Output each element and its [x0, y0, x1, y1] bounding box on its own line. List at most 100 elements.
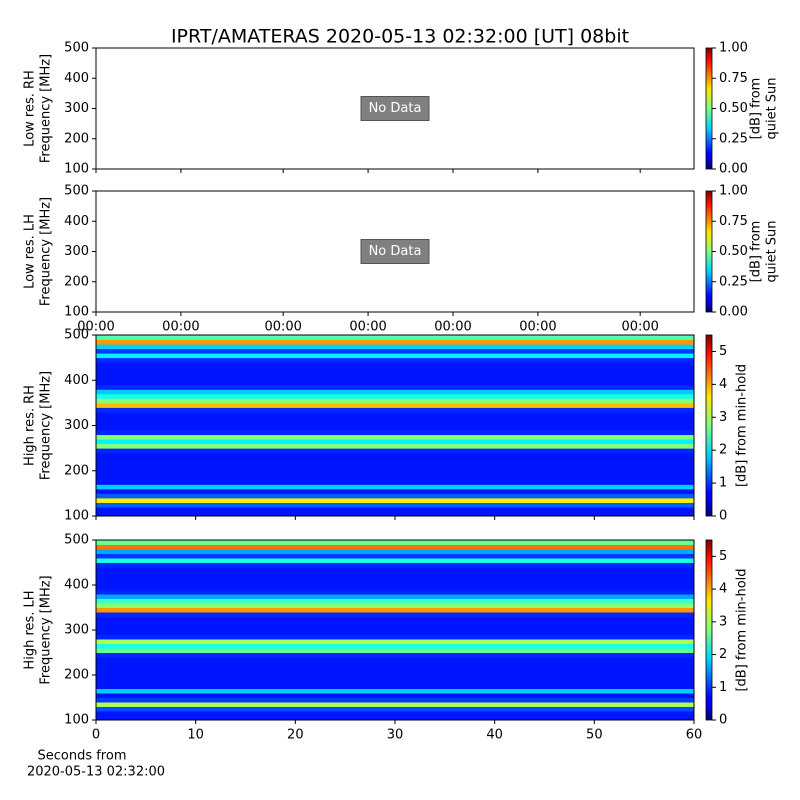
heatmap-row: [96, 675, 694, 680]
heatmap-row: [96, 430, 694, 436]
heatmap-row: [96, 666, 694, 671]
chart-title: IPRT/AMATERAS 2020-05-13 02:32:00 [UT] 0…: [171, 26, 629, 48]
heatmap-row: [96, 348, 694, 354]
y-tick-label: 300: [64, 418, 89, 433]
colorbar-tick-label: 5: [719, 344, 727, 359]
y-axis-label: High res. RH: [23, 385, 38, 466]
colorbar-tick-label: 1.00: [719, 41, 748, 56]
colorbar-tick-label: 1.00: [719, 184, 748, 199]
heatmap-row: [96, 594, 694, 599]
heatmap-row: [96, 558, 694, 563]
y-tick-label: 400: [64, 578, 89, 593]
heatmap-row: [96, 439, 694, 445]
heatmap-row: [96, 706, 694, 712]
colorbar-tick-label: 0.00: [719, 305, 748, 320]
heatmap-row: [96, 493, 694, 499]
x-tick-label: 00:00: [162, 320, 199, 335]
heatmap-row: [96, 549, 694, 554]
colorbar-tick-label: 3: [719, 410, 727, 425]
y-axis-label: Low res. RH: [23, 70, 38, 147]
heatmap-row: [96, 357, 694, 363]
annotation: No Data: [369, 244, 422, 259]
x-tick-label: 40: [486, 728, 503, 743]
y-tick-label: 200: [64, 668, 89, 683]
heatmap-row: [96, 384, 694, 390]
colorbar-tick-label: 0: [719, 713, 727, 728]
colorbar-tick-label: 0: [719, 509, 727, 524]
heatmap-row: [96, 420, 694, 426]
y-axis-label: Low res. LH: [23, 214, 38, 289]
heatmap-row: [96, 380, 694, 386]
colorbar-label: [dB] from min-hold: [735, 568, 750, 691]
heatmap-row: [96, 371, 694, 377]
annotation-box: [360, 239, 430, 264]
heatmap-row: [96, 466, 694, 472]
y-tick-label: 300: [64, 623, 89, 638]
heatmap-row: [96, 634, 694, 640]
y-axis-label: High res. LH: [23, 590, 38, 669]
colorbar-tick-label: 0.75: [719, 214, 748, 229]
heatmap-row: [96, 598, 694, 604]
y-tick-label: 400: [64, 71, 89, 86]
heatmap-row: [96, 652, 694, 658]
colorbar-tick-label: 2: [719, 647, 727, 662]
heatmap-row: [96, 643, 694, 649]
heatmap-row: [96, 571, 694, 577]
heatmap-row: [96, 621, 694, 626]
heatmap-row: [96, 443, 694, 449]
colorbar-tick-label: 4: [719, 582, 727, 597]
x-axis-label: Seconds from: [37, 749, 126, 764]
heatmap-row: [96, 488, 694, 494]
heatmap-row: [96, 616, 694, 622]
colorbar: [705, 47, 713, 170]
colorbar-tick-label: 4: [719, 377, 727, 392]
y-tick-label: 200: [64, 274, 89, 289]
heatmap-row: [96, 339, 694, 345]
heatmap-row: [96, 425, 694, 431]
heatmap-row: [96, 335, 694, 341]
heatmap-row: [96, 711, 694, 716]
heatmap-row: [96, 393, 694, 399]
y-tick-label: 200: [64, 463, 89, 478]
heatmap-row: [96, 607, 694, 613]
heatmap-row: [96, 416, 694, 422]
x-tick-label: 20: [287, 728, 304, 743]
heatmap-row: [96, 576, 694, 581]
heatmap-row: [96, 375, 694, 381]
colorbar-tick-label: 0.25: [719, 274, 748, 289]
y-tick-label: 500: [64, 328, 89, 343]
heatmap-row: [96, 402, 694, 408]
x-tick-label: 60: [686, 728, 703, 743]
colorbar-tick-label: 0.75: [719, 71, 748, 86]
y-tick-label: 300: [64, 244, 89, 259]
x-tick-label: 00:00: [349, 320, 386, 335]
heatmap-row: [96, 630, 694, 635]
x-tick-label: 00:00: [264, 320, 301, 335]
y-tick-label: 200: [64, 131, 89, 146]
x-tick-label: 00:00: [621, 320, 658, 335]
heatmap-row: [96, 553, 694, 559]
heatmap-row: [96, 585, 694, 590]
heatmap-row: [96, 648, 694, 653]
heatmap-row: [96, 366, 694, 372]
heatmap-row: [96, 661, 694, 667]
heatmap-row: [96, 411, 694, 417]
heatmap-row: [96, 693, 694, 698]
heatmap-row: [96, 567, 694, 572]
y-axis-label: Frequency [MHz]: [39, 197, 54, 306]
x-axis-label: 2020-05-13 02:32:00: [27, 765, 165, 780]
heatmap-row: [96, 612, 694, 617]
colorbar-tick-label: 0.50: [719, 101, 748, 116]
colorbar: [705, 539, 713, 721]
heatmap-row: [96, 362, 694, 368]
y-tick-label: 100: [64, 162, 89, 177]
annotation: No Data: [369, 101, 422, 116]
colorbar-label: [dB] from min-hold: [735, 364, 750, 487]
heatmap-row: [96, 506, 694, 512]
x-tick-label: 00:00: [77, 320, 114, 335]
heatmap-row: [96, 544, 694, 550]
heatmap-row: [96, 344, 694, 350]
heatmap-row: [96, 688, 694, 694]
y-tick-label: 100: [64, 509, 89, 524]
